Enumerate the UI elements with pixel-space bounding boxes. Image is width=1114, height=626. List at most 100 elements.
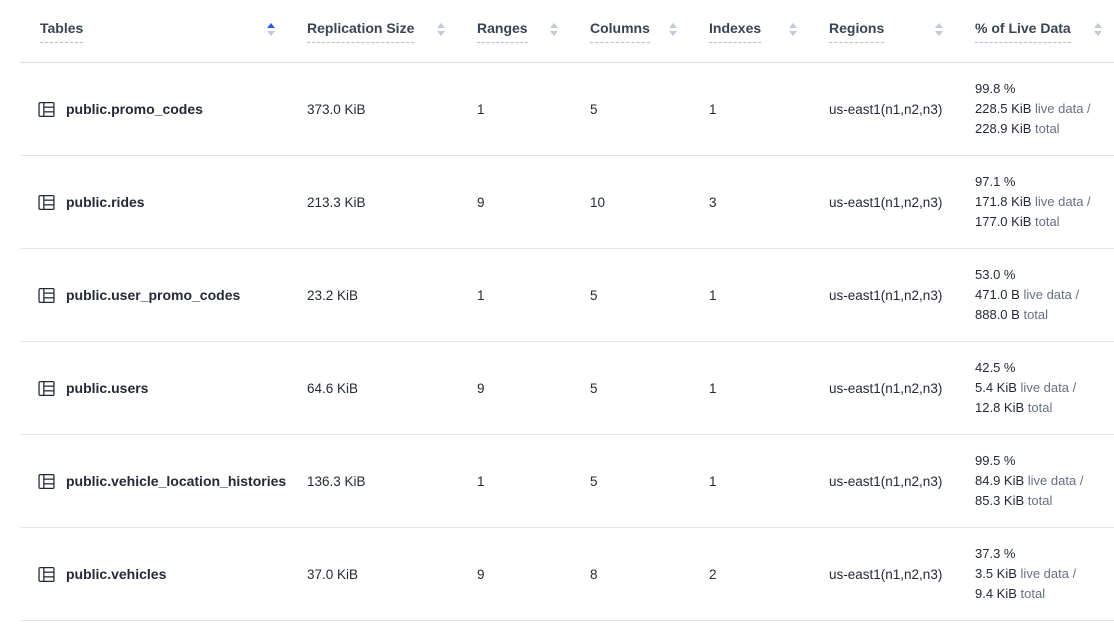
replication-size-value: 213.3 KiB [307,194,366,210]
table-grid-icon [38,473,55,490]
replication-size-value: 64.6 KiB [307,380,359,396]
live-data-cell: 99.8 % 228.5 KiB live data / 228.9 KiB t… [955,79,1114,139]
table-grid-icon [38,194,55,211]
live-label: live data / [1035,194,1091,209]
replication-size-value: 23.2 KiB [307,287,359,303]
live-bytes: 471.0 B [975,287,1020,302]
live-percent: 99.8 % [975,81,1016,96]
table-row: public.vehicle_location_histories 136.3 … [20,435,1114,528]
table-name-link[interactable]: public.user_promo_codes [66,287,241,303]
sort-arrows-icon [267,22,275,36]
live-label: live data / [1020,566,1077,581]
regions-value: us-east1(n1,n2,n3) [829,194,943,210]
replication-size-value: 373.0 KiB [307,101,366,117]
table-row: public.users 64.6 KiB 9 5 1 us-east1(n1,… [20,342,1114,435]
total-bytes: 85.3 KiB [975,493,1025,508]
regions-value: us-east1(n1,n2,n3) [829,287,943,303]
live-label: live data / [1023,287,1080,302]
sort-arrows-icon [789,22,797,36]
total-label: total [1035,121,1060,136]
live-bytes: 84.9 KiB [975,473,1025,488]
column-header-label: Indexes [709,20,762,43]
live-data-cell: 53.0 % 471.0 B live data / 888.0 B total [955,265,1114,325]
table-header-row: Tables Replication Size Ranges Columns I… [20,0,1114,63]
sort-arrows-icon [1094,22,1102,36]
column-header-label: Columns [590,20,650,43]
column-header-label: Tables [40,20,84,43]
sort-arrows-icon [935,22,943,36]
table-row: public.rides 213.3 KiB 9 10 3 us-east1(n… [20,156,1114,249]
total-bytes: 9.4 KiB [975,586,1017,601]
table-name-link[interactable]: public.users [66,380,149,396]
column-header-label: Regions [829,20,885,43]
table-name-cell: public.promo_codes [20,101,287,118]
live-percent: 53.0 % [975,267,1016,282]
live-data-cell: 42.5 % 5.4 KiB live data / 12.8 KiB tota… [955,358,1114,418]
sort-arrows-icon [669,22,677,36]
column-header-tables[interactable]: Tables [20,0,287,62]
table-name-link[interactable]: public.vehicle_location_histories [66,473,287,489]
columns-value: 5 [590,473,598,489]
total-label: total [1035,214,1060,229]
column-header-label: Ranges [477,20,528,43]
live-label: live data / [1020,380,1077,395]
columns-value: 10 [590,194,606,210]
table-grid-icon [38,566,55,583]
total-label: total [1027,400,1053,415]
live-percent: 99.5 % [975,453,1016,468]
column-header-regions[interactable]: Regions [809,0,955,62]
indexes-value: 1 [709,380,717,396]
table-name-link[interactable]: public.promo_codes [66,101,203,117]
column-header-label: % of Live Data [975,20,1071,43]
column-header-indexes[interactable]: Indexes [689,0,809,62]
live-bytes: 5.4 KiB [975,380,1017,395]
columns-value: 8 [590,566,598,582]
indexes-value: 3 [709,194,717,210]
live-percent: 37.3 % [975,546,1016,561]
live-data-cell: 37.3 % 3.5 KiB live data / 9.4 KiB total [955,544,1114,604]
live-percent: 42.5 % [975,360,1016,375]
ranges-value: 9 [477,380,485,396]
live-label: live data / [1027,473,1084,488]
tables-table: Tables Replication Size Ranges Columns I… [20,0,1114,621]
table-row: public.user_promo_codes 23.2 KiB 1 5 1 u… [20,249,1114,342]
table-name-link[interactable]: public.rides [66,194,145,210]
indexes-value: 1 [709,101,717,117]
live-label: live data / [1035,101,1091,116]
live-percent: 97.1 % [975,174,1016,189]
column-header-replication-size[interactable]: Replication Size [287,0,457,62]
live-bytes: 3.5 KiB [975,566,1017,581]
table-name-link[interactable]: public.vehicles [66,566,167,582]
indexes-value: 2 [709,566,717,582]
live-bytes: 171.8 KiB [975,194,1032,209]
total-bytes: 888.0 B [975,307,1020,322]
total-label: total [1020,586,1046,601]
column-header-label: Replication Size [307,20,415,43]
regions-value: us-east1(n1,n2,n3) [829,473,943,489]
column-header-columns[interactable]: Columns [570,0,689,62]
indexes-value: 1 [709,473,717,489]
regions-value: us-east1(n1,n2,n3) [829,101,943,117]
total-label: total [1023,307,1049,322]
sort-arrows-icon [550,22,558,36]
table-row: public.promo_codes 373.0 KiB 1 5 1 us-ea… [20,63,1114,156]
ranges-value: 1 [477,473,485,489]
column-header-live-data[interactable]: % of Live Data [955,0,1114,62]
sort-arrows-icon [437,22,445,36]
regions-value: us-east1(n1,n2,n3) [829,380,943,396]
ranges-value: 9 [477,566,485,582]
live-data-cell: 99.5 % 84.9 KiB live data / 85.3 KiB tot… [955,451,1114,511]
table-name-cell: public.vehicles [20,566,287,583]
table-grid-icon [38,380,55,397]
ranges-value: 1 [477,287,485,303]
live-bytes: 228.5 KiB [975,101,1032,116]
table-name-cell: public.vehicle_location_histories [20,473,287,490]
live-data-cell: 97.1 % 171.8 KiB live data / 177.0 KiB t… [955,172,1114,232]
columns-value: 5 [590,287,598,303]
table-name-cell: public.user_promo_codes [20,287,287,304]
table-grid-icon [38,101,55,118]
replication-size-value: 37.0 KiB [307,566,359,582]
ranges-value: 9 [477,194,485,210]
column-header-ranges[interactable]: Ranges [457,0,570,62]
